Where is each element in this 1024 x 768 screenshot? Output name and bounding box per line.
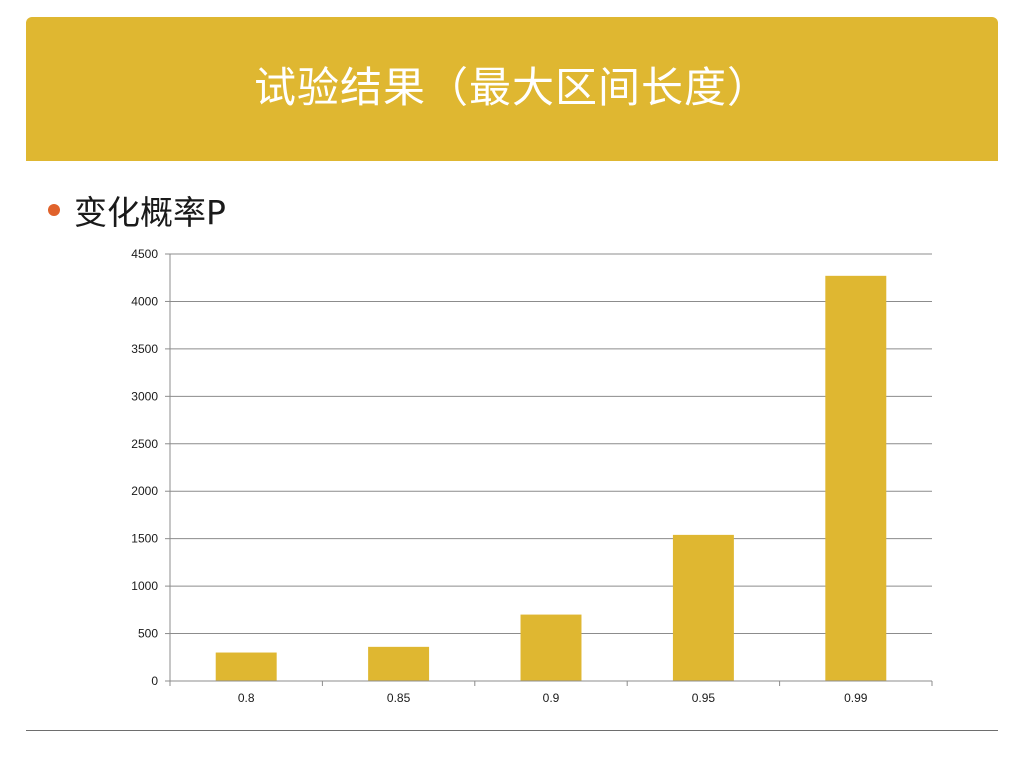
bullet-text: 变化概率P <box>74 193 226 232</box>
bar-0.99 <box>825 275 887 681</box>
y-tick-label: 3000 <box>131 389 158 403</box>
tick-labels: 0 500 1000 1500 2000 2500 3000 3500 4000 4500 0.8 0… <box>131 247 868 705</box>
y-tick-label: 1500 <box>131 532 158 546</box>
y-tick-label: 3500 <box>131 342 158 356</box>
x-tick-label: 0.8 <box>238 691 255 705</box>
bar-0.8 <box>215 652 277 681</box>
y-tick-label: 2000 <box>131 484 158 498</box>
footer-divider <box>26 730 998 731</box>
x-tick-label: 0.85 <box>387 691 411 705</box>
bar-0.85 <box>368 646 430 681</box>
y-tick-label: 500 <box>138 627 158 641</box>
y-tick-label: 1000 <box>131 579 158 593</box>
bar-0.95 <box>672 534 734 681</box>
bullet-item: 变化概率P <box>48 188 226 232</box>
x-tick-label: 0.9 <box>543 691 560 705</box>
bars <box>215 275 887 681</box>
y-tick-label: 0 <box>151 674 158 688</box>
gridlines <box>170 253 932 635</box>
slide-title: 试验结果（最大区间长度） <box>253 62 770 112</box>
y-tick-label: 4000 <box>131 294 158 308</box>
bullet-dot-icon <box>48 204 60 216</box>
y-tick-label: 2500 <box>131 437 158 451</box>
axes <box>165 253 933 686</box>
y-tick-label: 4500 <box>131 247 158 261</box>
title-banner: 试验结果（最大区间长度） <box>26 17 998 161</box>
x-tick-label: 0.95 <box>692 691 716 705</box>
x-tick-label: 0.99 <box>844 691 868 705</box>
bar-0.9 <box>520 614 582 681</box>
